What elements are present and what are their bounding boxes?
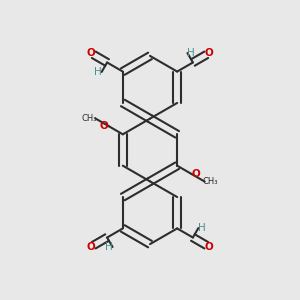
Text: O: O <box>87 48 96 58</box>
Text: O: O <box>192 169 201 179</box>
Text: O: O <box>99 121 108 131</box>
Text: H: H <box>105 242 113 252</box>
Text: O: O <box>204 242 213 252</box>
Text: CH₃: CH₃ <box>203 177 218 186</box>
Text: H: H <box>198 223 206 233</box>
Text: O: O <box>87 242 96 252</box>
Text: H: H <box>94 67 102 77</box>
Text: H: H <box>187 48 195 58</box>
Text: CH₃: CH₃ <box>82 114 97 123</box>
Text: O: O <box>204 48 213 58</box>
